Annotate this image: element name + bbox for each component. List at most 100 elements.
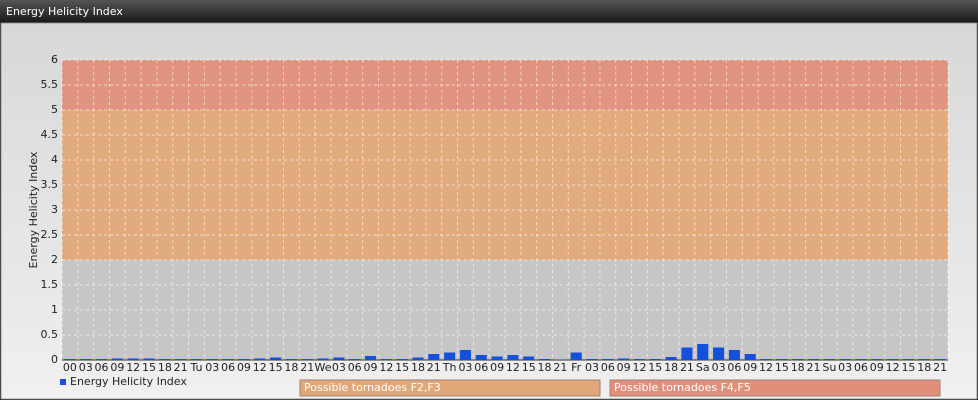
x-tick-label: 15 (775, 361, 789, 374)
bar (887, 359, 899, 360)
bar (681, 347, 693, 360)
bar (459, 350, 471, 360)
bar (839, 359, 851, 360)
y-tick-label: 6 (51, 53, 58, 66)
x-tick-label: 06 (348, 361, 362, 374)
x-tick-label: 15 (522, 361, 536, 374)
x-tick-label: 09 (237, 361, 251, 374)
bar (412, 357, 424, 360)
bar (902, 359, 914, 360)
bar (792, 359, 804, 360)
x-tick-label: 21 (427, 361, 441, 374)
bar (491, 356, 503, 360)
bar (728, 350, 740, 360)
bar (364, 356, 377, 360)
x-tick-label: 06 (474, 361, 488, 374)
x-tick-label: 09 (364, 361, 378, 374)
x-tick-label: 03 (712, 361, 726, 374)
bar (190, 359, 203, 360)
x-tick-label: 12 (379, 361, 393, 374)
x-tick-label: 06 (221, 361, 235, 374)
x-tick-label: 03 (79, 361, 93, 374)
x-tick-label: 21 (680, 361, 694, 374)
y-tick-label: 3 (51, 203, 58, 216)
bar (349, 359, 361, 360)
bar (428, 354, 440, 360)
x-tick-label: 09 (743, 361, 757, 374)
bar (586, 359, 598, 360)
x-tick-label: 18 (917, 361, 931, 374)
bar (127, 358, 139, 360)
x-tick-label: We (315, 361, 332, 374)
bar (222, 359, 234, 360)
bar (554, 359, 566, 360)
title-bar (0, 0, 978, 22)
x-tick-label: Tu (189, 361, 202, 374)
x-tick-label: 21 (807, 361, 821, 374)
bar (333, 357, 345, 360)
x-tick-label: 15 (142, 361, 156, 374)
x-tick-label: 12 (759, 361, 773, 374)
x-tick-label: 15 (901, 361, 915, 374)
bar (807, 359, 820, 360)
x-tick-label: 21 (933, 361, 947, 374)
bar (776, 359, 788, 360)
bar (238, 359, 250, 360)
bar (80, 359, 92, 360)
bar (270, 357, 282, 360)
bar (665, 357, 677, 360)
x-tick-label: 09 (870, 361, 884, 374)
x-tick-label: 18 (158, 361, 172, 374)
x-tick-label: 09 (110, 361, 124, 374)
x-tick-label: 09 (617, 361, 631, 374)
x-tick-label: 18 (664, 361, 678, 374)
y-tick-label: 2.5 (41, 228, 59, 241)
bar (396, 359, 408, 360)
bar (855, 359, 867, 360)
bar (602, 359, 614, 360)
x-tick-label: 06 (601, 361, 615, 374)
bar (570, 352, 582, 360)
bar (934, 359, 946, 360)
x-tick-label: 15 (648, 361, 662, 374)
bar (111, 358, 123, 360)
x-tick-label: 03 (332, 361, 346, 374)
x-tick-label: 09 (490, 361, 504, 374)
x-tick-label: 18 (411, 361, 425, 374)
bar (254, 358, 266, 360)
x-tick-label: 03 (838, 361, 852, 374)
x-tick-label: 03 (205, 361, 219, 374)
bar (649, 359, 661, 360)
x-tick-label: 06 (727, 361, 741, 374)
bar (64, 359, 76, 360)
x-tick-label: Th (442, 361, 457, 374)
y-tick-label: 5.5 (41, 78, 59, 91)
x-tick-label: 21 (553, 361, 567, 374)
bar (285, 359, 297, 360)
x-tick-label: Su (822, 361, 836, 374)
x-tick-label: Sa (696, 361, 710, 374)
x-tick-label: 18 (791, 361, 805, 374)
bar (871, 359, 883, 360)
bar (523, 356, 535, 360)
y-tick-label: 3.5 (41, 178, 59, 191)
bar (744, 354, 756, 360)
y-tick-label: 4 (51, 153, 58, 166)
bar (918, 359, 930, 360)
x-tick-label: 15 (395, 361, 409, 374)
y-tick-label: 1 (51, 303, 58, 316)
band-legend (299, 379, 601, 397)
y-tick-label: 4.5 (41, 128, 59, 141)
y-tick-label: 2 (51, 253, 58, 266)
x-tick-label: 15 (269, 361, 283, 374)
bar (96, 359, 108, 360)
bar (633, 359, 646, 360)
x-tick-label: 06 (95, 361, 109, 374)
chart-title: Energy Helicity Index (6, 5, 123, 18)
x-tick-label: 03 (458, 361, 472, 374)
band-legend-label: Possible tornadoes F2,F3 (304, 381, 441, 394)
x-tick-label: 12 (632, 361, 646, 374)
bar (175, 359, 187, 360)
bar (380, 359, 392, 360)
